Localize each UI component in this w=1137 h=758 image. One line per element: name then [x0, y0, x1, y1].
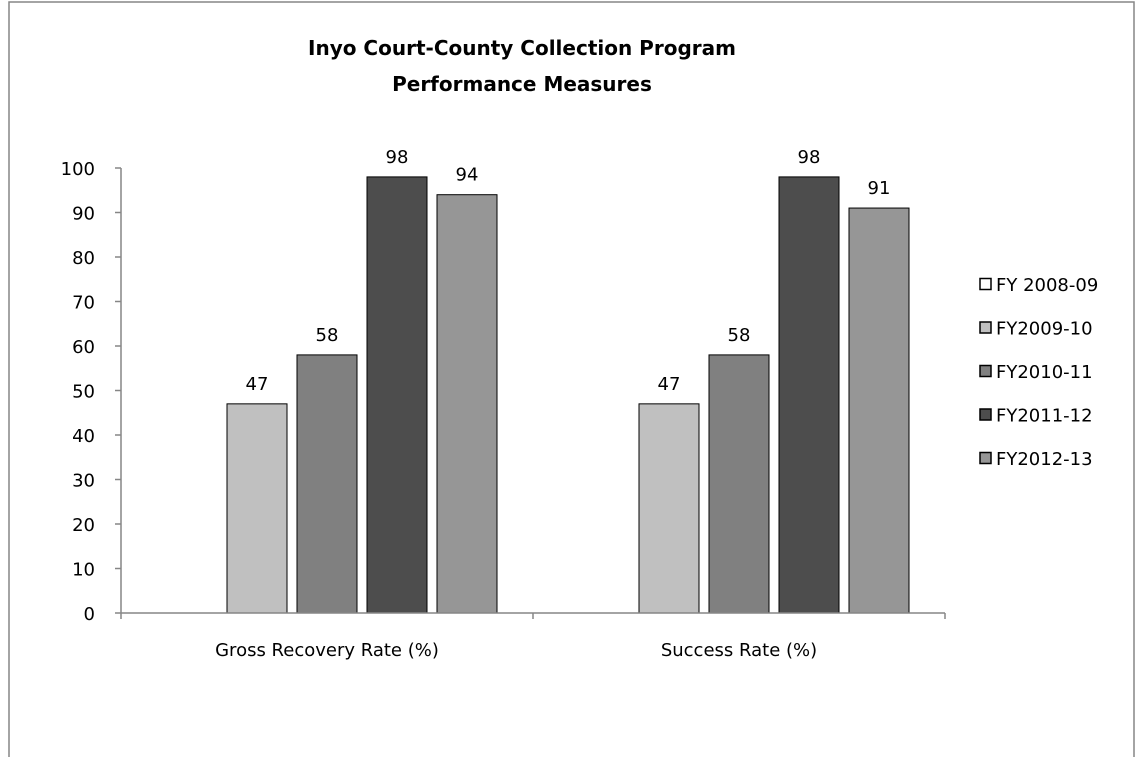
y-tick-label: 70 [72, 293, 95, 314]
data-label: 94 [456, 165, 479, 186]
bar [366, 176, 428, 614]
data-label: 98 [386, 147, 409, 168]
legend-label: FY2012-13 [996, 449, 1093, 470]
bar [226, 403, 288, 614]
y-tick-label: 20 [72, 515, 95, 536]
bar [778, 176, 840, 614]
data-labels: 47 58 98 94 47 58 98 91 [246, 147, 891, 395]
legend-label: FY2009-10 [996, 319, 1093, 340]
y-tick-label: 60 [72, 337, 95, 358]
y-tick-label: 30 [72, 471, 95, 492]
chart-title: Inyo Court-County Collection Program [308, 36, 736, 60]
bar [708, 354, 770, 614]
bar [436, 194, 498, 614]
legend-swatch [979, 451, 992, 465]
legend-swatch [979, 277, 992, 291]
y-axis: 0 10 20 30 40 50 60 70 80 90 100 [61, 159, 122, 625]
bar [296, 354, 358, 614]
x-axis: Gross Recovery Rate (%) Success Rate (%) [120, 612, 946, 661]
data-label: 58 [728, 325, 751, 346]
legend-swatch [979, 364, 992, 378]
bars [226, 176, 910, 614]
legend-swatch [979, 321, 992, 334]
legend: FY 2008-09 FY2009-10 FY2010-11 FY2011-12 FY2… [979, 275, 1098, 470]
data-label: 58 [316, 325, 339, 346]
chart-subtitle: Performance Measures [392, 72, 652, 96]
data-label: 98 [798, 147, 821, 168]
bar [848, 207, 910, 614]
y-tick-label: 0 [84, 604, 95, 625]
legend-label: FY 2008-09 [996, 275, 1098, 296]
y-tick-label: 40 [72, 426, 95, 447]
data-label: 91 [868, 178, 891, 199]
chart-border [8, 1, 1135, 757]
y-tick-label: 10 [72, 560, 95, 581]
data-label: 47 [246, 374, 269, 395]
y-tick-label: 50 [72, 382, 95, 403]
legend-label: FY2010-11 [996, 362, 1093, 383]
category-label: Success Rate (%) [661, 640, 817, 661]
category-label: Gross Recovery Rate (%) [215, 640, 439, 661]
y-tick-label: 90 [72, 204, 95, 225]
y-tick-label: 80 [72, 248, 95, 269]
bar [638, 403, 700, 614]
legend-swatch [979, 408, 992, 421]
legend-label: FY2011-12 [996, 406, 1093, 427]
data-label: 47 [658, 374, 681, 395]
y-tick-label: 100 [61, 159, 95, 180]
